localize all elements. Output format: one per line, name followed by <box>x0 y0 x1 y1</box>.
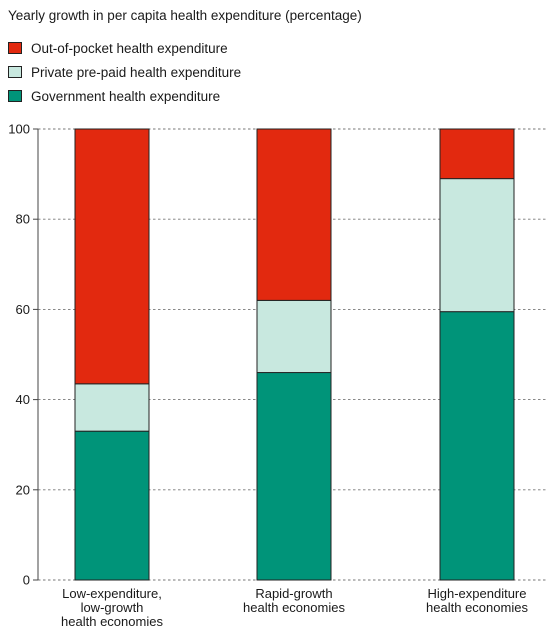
bar-out-of-pocket-1 <box>74 128 150 385</box>
bar-government-1 <box>74 430 150 581</box>
bar-private-pre-paid-1 <box>74 383 150 432</box>
x-category-label-3-line-2: health economies <box>426 600 528 615</box>
bar-private-pre-paid-3 <box>439 178 515 313</box>
x-category-label-1-line-1: Low-expenditure, <box>62 586 162 601</box>
legend-swatch-private-pre-paid <box>8 66 22 78</box>
legend-label-government: Government health expenditure <box>31 88 221 104</box>
legend-label-private-pre-paid: Private pre-paid health expenditure <box>31 64 242 80</box>
x-category-label-1-line-3: health economies <box>61 614 163 629</box>
legend: Out-of-pocket health expenditure Private… <box>8 36 241 108</box>
x-category-label-1-line-2: low-growth <box>81 600 144 615</box>
legend-item-private-pre-paid: Private pre-paid health expenditure <box>8 60 241 84</box>
y-tick-label-80: 80 <box>16 212 30 227</box>
y-tick-label-100: 100 <box>8 122 30 137</box>
legend-item-government: Government health expenditure <box>8 84 241 108</box>
bar-government-3 <box>439 311 515 581</box>
x-category-label-2-line-2: health economies <box>243 600 345 615</box>
chart-title: Yearly growth in per capita health expen… <box>8 8 362 23</box>
bar-out-of-pocket-3 <box>439 128 515 180</box>
y-tick-label-0: 0 <box>23 573 30 588</box>
legend-swatch-government <box>8 90 22 102</box>
legend-item-out-of-pocket: Out-of-pocket health expenditure <box>8 36 241 60</box>
bar-private-pre-paid-2 <box>256 299 332 374</box>
x-category-label-2-line-1: Rapid-growth <box>255 586 332 601</box>
bar-government-2 <box>256 372 332 581</box>
x-category-label-3-line-1: High-expenditure <box>427 586 526 601</box>
bar-out-of-pocket-2 <box>256 128 332 301</box>
legend-swatch-out-of-pocket <box>8 42 22 54</box>
y-tick-label-40: 40 <box>16 392 30 407</box>
legend-label-out-of-pocket: Out-of-pocket health expenditure <box>31 40 228 56</box>
y-tick-label-20: 20 <box>16 482 30 497</box>
y-tick-label-60: 60 <box>16 302 30 317</box>
